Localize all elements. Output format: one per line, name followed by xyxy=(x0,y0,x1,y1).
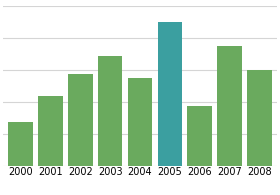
Bar xyxy=(247,70,272,166)
Bar xyxy=(128,78,152,166)
Bar xyxy=(158,22,182,166)
Bar xyxy=(98,56,122,166)
Bar xyxy=(8,122,33,166)
Bar xyxy=(187,106,212,166)
Bar xyxy=(38,96,63,166)
Bar xyxy=(217,46,242,166)
Bar xyxy=(68,74,93,166)
